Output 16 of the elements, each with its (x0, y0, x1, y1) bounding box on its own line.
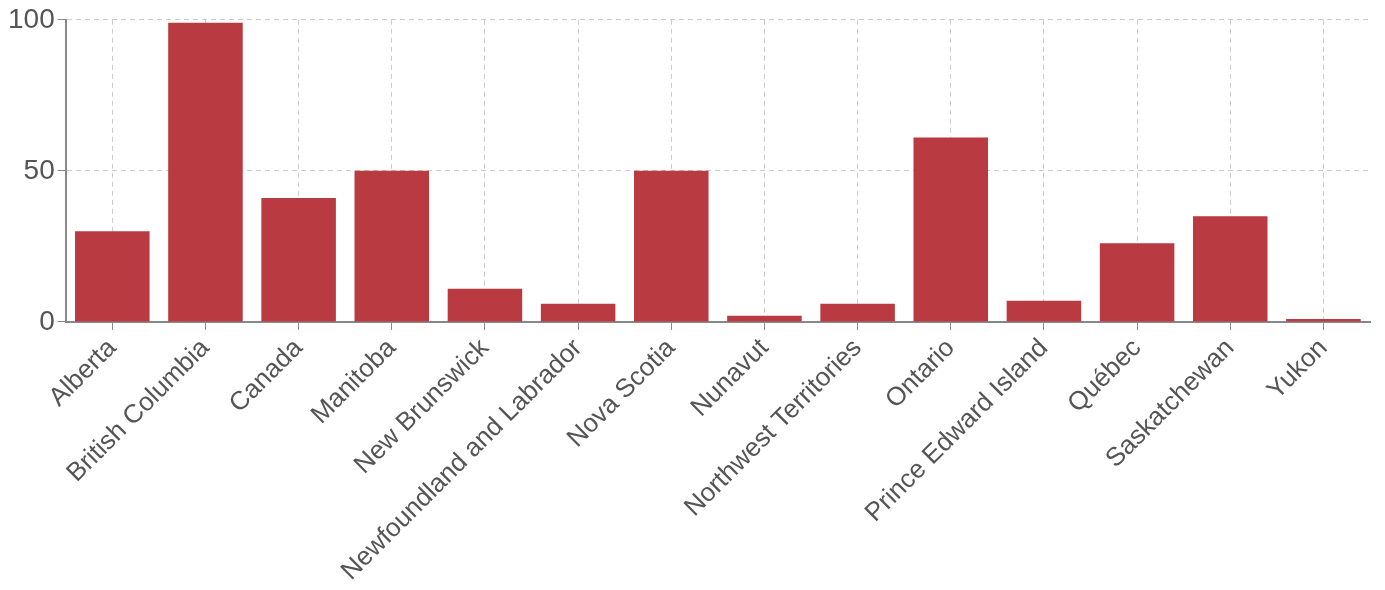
bar (1006, 300, 1082, 322)
y-tick-label: 50 (23, 153, 55, 185)
y-tick-label: 100 (8, 2, 55, 34)
bar (1099, 243, 1175, 322)
bar (820, 303, 895, 322)
y-tick-label: 0 (39, 304, 55, 336)
bar (913, 137, 989, 322)
bar (261, 198, 336, 322)
bar (168, 22, 243, 322)
bar (540, 303, 616, 322)
bar (634, 170, 709, 322)
bar (75, 231, 150, 322)
bar (1192, 216, 1268, 322)
bar (354, 170, 430, 322)
bar (727, 315, 802, 322)
bar (447, 288, 523, 322)
